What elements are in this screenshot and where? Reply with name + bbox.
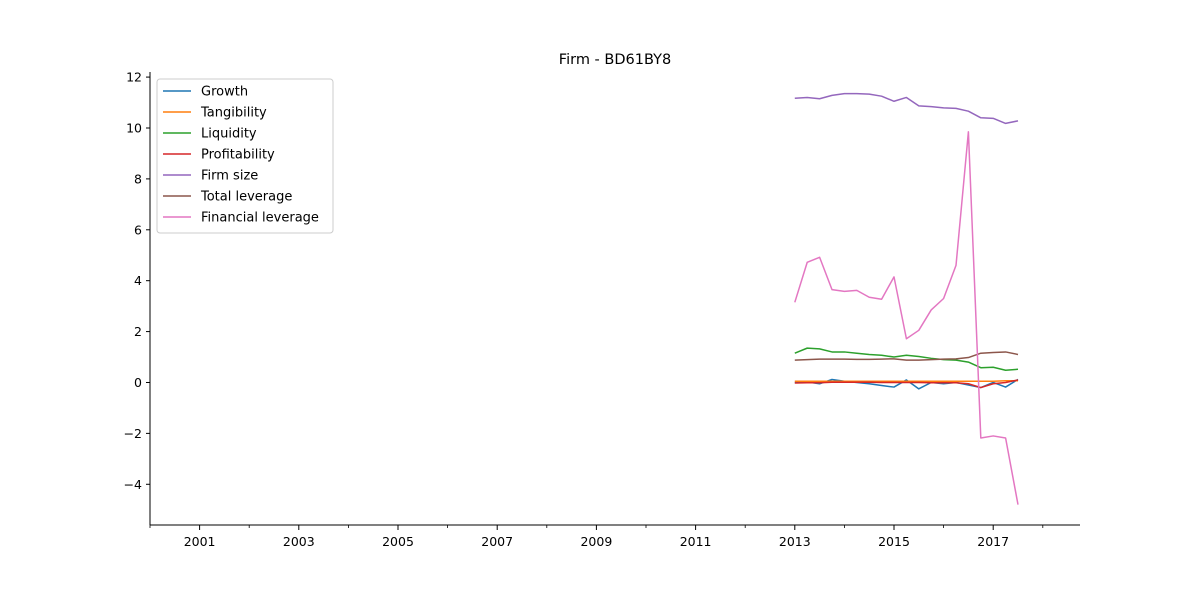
axes: −4 −2 0 2 4 6 8 10 12 2001 2003 2005 2007 2009 2011 201… <box>124 70 1080 549</box>
series-line-profitability <box>794 379 1019 389</box>
y-tick-label: −4 <box>124 477 142 492</box>
legend-label-liquidity: Liquidity <box>201 127 257 142</box>
x-tick-label: 2001 <box>184 534 216 549</box>
legend-label-growth: Growth <box>201 85 248 100</box>
x-tick-label: 2009 <box>580 534 612 549</box>
legend-box <box>156 78 334 234</box>
series-line-financial-leverage <box>794 131 1019 505</box>
y-tick-label: −2 <box>124 426 142 441</box>
y-tick-label: 6 <box>134 222 142 237</box>
series-line-liquidity <box>794 347 1019 372</box>
legend-label-profitability: Profitability <box>201 148 275 163</box>
x-tick-label: 2007 <box>481 534 513 549</box>
y-tick-label: 8 <box>134 171 142 186</box>
x-tick-label: 2005 <box>382 534 414 549</box>
legend-label-total-leverage: Total leverage <box>200 190 292 205</box>
plot-area <box>794 92 1019 505</box>
series-line-tangibility <box>794 379 1018 382</box>
y-tick-label: 10 <box>126 120 142 135</box>
legend-label-financial-leverage: Financial leverage <box>201 211 319 226</box>
y-tick-label: 12 <box>126 70 142 85</box>
x-tick-label: 2015 <box>878 534 910 549</box>
y-tick-label: 4 <box>134 273 142 288</box>
series-line-firm-size <box>794 92 1019 125</box>
series-line-total-leverage <box>794 351 1019 361</box>
chart-title: Firm - BD61BY8 <box>559 52 671 68</box>
x-tick-label: 2003 <box>283 534 315 549</box>
x-tick-label: 2011 <box>680 534 712 549</box>
legend-label-tangibility: Tangibility <box>200 106 267 121</box>
x-tick-label: 2017 <box>977 534 1009 549</box>
legend: Growth Tangibility Liquidity Profitability F… <box>156 78 334 234</box>
legend-label-firm-size: Firm size <box>201 169 258 184</box>
y-tick-label: 2 <box>134 324 142 339</box>
x-tick-label: 2013 <box>779 534 811 549</box>
y-tick-label: 0 <box>134 375 142 390</box>
